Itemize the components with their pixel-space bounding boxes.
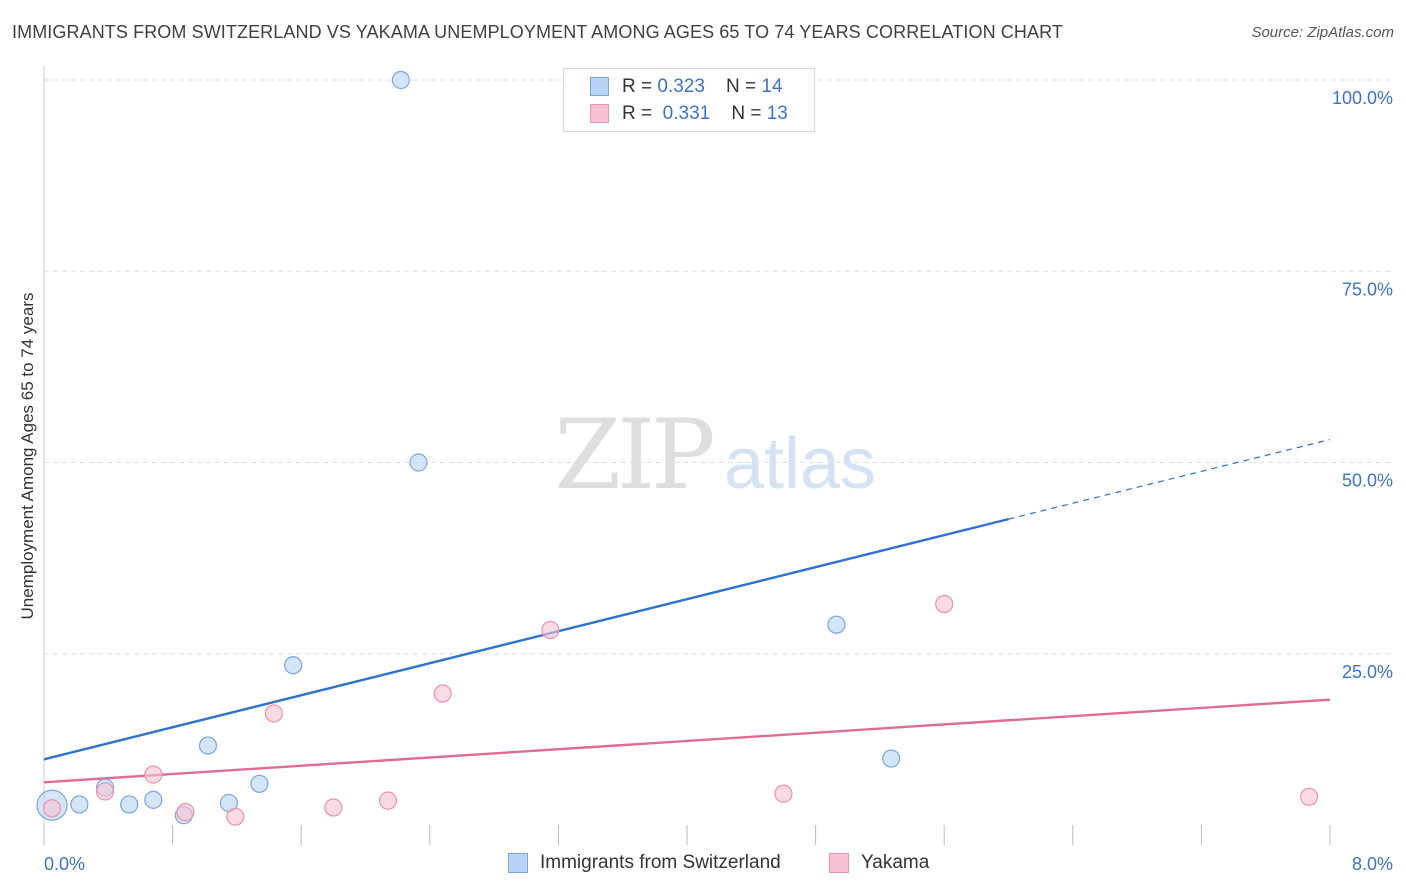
data-point-switzerland <box>120 795 139 814</box>
data-point-yakama <box>1300 787 1319 806</box>
legend-n-value: 13 <box>766 103 788 124</box>
legend-r-label: R = <box>622 103 658 124</box>
data-point-yakama <box>42 799 62 818</box>
data-point-yakama <box>226 807 245 826</box>
data-point-yakama <box>144 765 163 784</box>
source-label: Source: ZipAtlas.com <box>1251 24 1394 41</box>
trend-line-extension <box>1008 438 1331 520</box>
data-point-yakama <box>264 704 283 723</box>
legend-swatch-blue <box>508 853 528 873</box>
data-point-yakama <box>541 620 560 640</box>
y-tick-label: 25.0% <box>1342 662 1393 682</box>
data-point-switzerland <box>198 736 218 755</box>
data-point-switzerland <box>144 790 163 809</box>
data-point-yakama <box>433 684 452 703</box>
legend-r-value: 0.331 <box>662 103 711 124</box>
grid-layer <box>44 79 1392 655</box>
data-point-switzerland <box>409 453 428 472</box>
axis-layer <box>43 66 1331 845</box>
legend-n-label: N = <box>726 76 762 97</box>
legend-swatch-blue <box>590 77 609 96</box>
x-tick-label: 0.0% <box>44 854 85 874</box>
legend-n-value: 14 <box>761 76 783 97</box>
y-tick-label: 100.0% <box>1332 88 1393 108</box>
trend-layer <box>43 438 1331 784</box>
data-point-switzerland <box>827 615 846 634</box>
watermark-atlas: atlas <box>724 424 876 504</box>
data-point-yakama <box>935 594 954 614</box>
legend-swatch-pink <box>590 104 609 123</box>
data-point-yakama <box>95 782 115 801</box>
data-point-yakama <box>774 784 793 803</box>
legend-label: Yakama <box>861 852 930 873</box>
watermark-zip: ZIP <box>554 399 713 511</box>
data-point-switzerland <box>882 749 901 768</box>
data-point-switzerland <box>70 795 89 814</box>
tick-label-layer: 25.0% 50.0% 75.0% 100.0% 0.0% 8.0% <box>44 88 1393 874</box>
y-tick-label: 75.0% <box>1342 279 1393 299</box>
legend-r-value: 0.323 <box>657 76 705 97</box>
legend-label: Immigrants from Switzerland <box>540 852 781 873</box>
data-point-yakama <box>176 803 195 822</box>
y-axis-label: Unemployment Among Ages 65 to 74 years <box>18 292 37 620</box>
data-point-yakama <box>378 791 398 810</box>
point-layer <box>36 70 1319 826</box>
data-point-switzerland <box>250 774 269 793</box>
x-tick-label: 8.0% <box>1352 854 1393 874</box>
data-point-switzerland <box>391 70 410 90</box>
legend-swatch-pink <box>829 853 849 873</box>
trend-line <box>43 698 1331 784</box>
legend-n-label: N = <box>731 103 767 124</box>
data-point-yakama <box>324 798 343 817</box>
series-legend: Immigrants from Switzerland Yakama <box>0 852 1406 878</box>
correlation-legend: R = 0.323 N = 14 R = 0.331 N = 13 <box>563 68 815 132</box>
legend-r-label: R = <box>622 76 658 97</box>
trend-line <box>43 517 1009 761</box>
data-point-switzerland <box>284 656 303 675</box>
watermark: ZIP atlas <box>554 399 876 511</box>
y-tick-label: 50.0% <box>1342 471 1393 491</box>
chart-title: IMMIGRANTS FROM SWITZERLAND VS YAKAMA UN… <box>12 22 1063 42</box>
